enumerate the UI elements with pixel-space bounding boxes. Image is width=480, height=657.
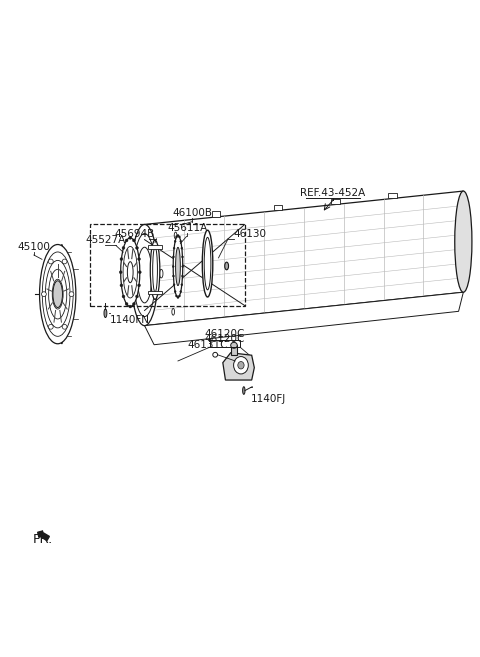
Ellipse shape <box>174 240 176 242</box>
Polygon shape <box>331 198 340 204</box>
Polygon shape <box>274 205 282 210</box>
Polygon shape <box>212 212 220 217</box>
Ellipse shape <box>131 225 158 326</box>
Polygon shape <box>231 346 237 355</box>
Text: 45611A: 45611A <box>168 223 208 233</box>
Ellipse shape <box>48 259 53 264</box>
Ellipse shape <box>182 265 184 267</box>
Ellipse shape <box>129 305 132 308</box>
Ellipse shape <box>173 247 175 249</box>
Ellipse shape <box>129 237 132 239</box>
Ellipse shape <box>48 325 53 329</box>
FancyArrow shape <box>37 531 49 541</box>
Ellipse shape <box>125 302 128 306</box>
Text: 45694B: 45694B <box>115 229 155 238</box>
Ellipse shape <box>42 292 46 296</box>
Ellipse shape <box>177 296 179 298</box>
Ellipse shape <box>62 325 67 329</box>
Ellipse shape <box>125 239 128 242</box>
Ellipse shape <box>132 239 135 242</box>
Ellipse shape <box>225 262 228 270</box>
Ellipse shape <box>176 248 180 286</box>
Polygon shape <box>148 290 162 294</box>
Ellipse shape <box>242 387 245 394</box>
Ellipse shape <box>138 271 141 273</box>
Text: 45527A: 45527A <box>85 235 126 246</box>
Ellipse shape <box>138 258 141 260</box>
Ellipse shape <box>181 256 183 258</box>
Ellipse shape <box>122 295 125 298</box>
Ellipse shape <box>53 281 62 307</box>
Ellipse shape <box>173 284 175 286</box>
Ellipse shape <box>122 246 125 249</box>
Ellipse shape <box>180 290 182 292</box>
Ellipse shape <box>135 295 138 298</box>
Ellipse shape <box>127 261 133 283</box>
Ellipse shape <box>173 235 183 298</box>
Polygon shape <box>144 292 463 345</box>
Text: 46120C: 46120C <box>204 334 245 344</box>
Text: REF.43-452A: REF.43-452A <box>300 188 366 198</box>
Ellipse shape <box>132 302 135 306</box>
Ellipse shape <box>234 357 248 374</box>
Ellipse shape <box>120 258 123 260</box>
Ellipse shape <box>176 236 178 238</box>
Ellipse shape <box>172 265 174 267</box>
Ellipse shape <box>180 240 182 242</box>
Text: 46120C: 46120C <box>204 329 245 340</box>
Text: 1140FJ: 1140FJ <box>251 394 286 404</box>
Ellipse shape <box>238 361 244 369</box>
Polygon shape <box>148 245 162 249</box>
Ellipse shape <box>138 284 141 286</box>
Ellipse shape <box>181 275 183 277</box>
Text: 46131C: 46131C <box>187 340 228 350</box>
Ellipse shape <box>120 284 123 286</box>
Text: FR.: FR. <box>33 533 53 546</box>
Ellipse shape <box>174 290 176 292</box>
Ellipse shape <box>62 259 67 264</box>
Polygon shape <box>223 353 254 380</box>
Ellipse shape <box>104 309 107 317</box>
Text: 45100: 45100 <box>17 242 50 252</box>
Text: 46100B: 46100B <box>172 208 212 218</box>
Ellipse shape <box>179 295 180 297</box>
Ellipse shape <box>150 240 160 300</box>
Ellipse shape <box>231 342 237 348</box>
Ellipse shape <box>69 292 74 296</box>
Ellipse shape <box>179 236 180 238</box>
Ellipse shape <box>455 191 472 292</box>
Ellipse shape <box>119 271 122 273</box>
Ellipse shape <box>120 238 140 307</box>
Ellipse shape <box>172 256 174 258</box>
Ellipse shape <box>177 235 179 237</box>
Ellipse shape <box>172 275 174 277</box>
Text: 46130: 46130 <box>234 229 267 238</box>
Ellipse shape <box>135 246 138 249</box>
Ellipse shape <box>39 244 76 344</box>
Polygon shape <box>144 191 463 326</box>
Ellipse shape <box>176 295 178 297</box>
Ellipse shape <box>202 230 213 297</box>
Polygon shape <box>388 193 397 198</box>
Ellipse shape <box>181 247 183 249</box>
Ellipse shape <box>52 279 63 309</box>
Ellipse shape <box>181 284 183 286</box>
Text: 1140FN: 1140FN <box>110 315 150 325</box>
